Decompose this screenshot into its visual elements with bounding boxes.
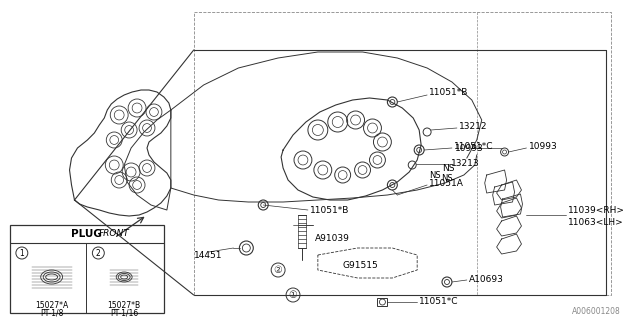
Text: 11051A: 11051A [429,179,464,188]
Text: NS: NS [429,171,441,180]
Text: PLUG: PLUG [71,229,102,239]
Text: 10993: 10993 [529,141,558,150]
Text: PT-1/8: PT-1/8 [40,308,63,317]
Text: 11063<LH>: 11063<LH> [568,218,624,227]
Text: PT-1/16: PT-1/16 [110,308,138,317]
Text: 10993: 10993 [455,143,484,153]
Text: 13212: 13212 [459,122,488,131]
Text: G91515: G91515 [342,260,378,269]
Text: ①: ① [289,290,298,300]
Text: A91039: A91039 [315,234,349,243]
Text: 13213: 13213 [451,158,479,167]
Text: 11051*C: 11051*C [454,141,493,150]
Text: A10693: A10693 [469,275,504,284]
Text: 14451: 14451 [194,251,222,260]
Text: NS: NS [442,164,454,172]
Bar [378,298,387,306]
Text: 11051*C: 11051*C [419,297,459,306]
Text: FRONT: FRONT [99,228,130,237]
Text: 1: 1 [19,249,24,258]
Text: 15027*B: 15027*B [108,300,141,309]
Text: 15027*A: 15027*A [35,300,68,309]
Bar [194,12,611,295]
Text: ②: ② [274,265,282,275]
Bar [10,225,164,313]
Text: 11039<RH>: 11039<RH> [568,205,625,214]
Text: 2: 2 [96,249,100,258]
Text: NS: NS [441,173,452,182]
Text: 11051*B: 11051*B [310,205,349,214]
Text: A006001208: A006001208 [572,308,621,316]
Text: 11051*B: 11051*B [429,87,468,97]
